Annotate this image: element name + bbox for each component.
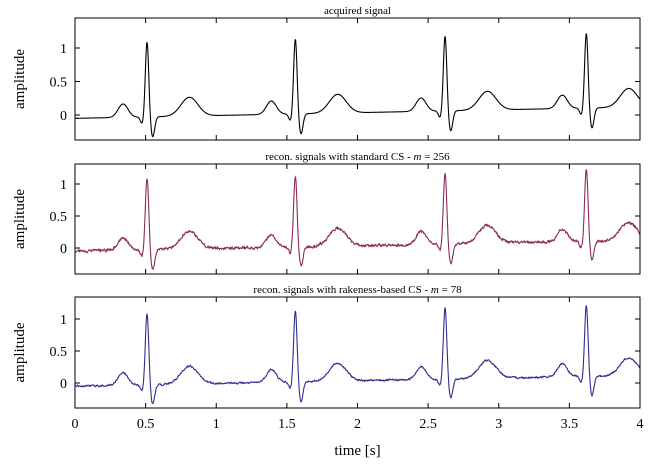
y-tick-label: 0.5 (50, 345, 68, 360)
panel-title: recon. signals with standard CS - m = 25… (265, 151, 450, 163)
x-tick-label: 0 (72, 417, 79, 432)
series-line (75, 305, 640, 405)
y-tick-label: 0 (60, 242, 67, 257)
y-tick-label: 1 (60, 178, 67, 193)
y-tick-label: 0 (60, 109, 67, 124)
series-line (75, 33, 640, 138)
x-tick-label: 3.5 (561, 417, 579, 432)
plot-frame (74, 296, 641, 409)
x-tick-label: 2 (354, 417, 361, 432)
y-tick-label: 1 (60, 42, 67, 57)
y-axis-label: amplitude (12, 322, 28, 382)
x-tick-label: 0.5 (137, 417, 155, 432)
y-tick-label: 0.5 (50, 76, 68, 91)
panel-3: recon. signals with rakeness-based CS - … (12, 284, 644, 459)
x-tick-label: 4 (637, 417, 644, 432)
x-tick-label: 3 (495, 417, 502, 432)
y-axis-label: amplitude (12, 189, 28, 249)
x-axis-label: time [s] (334, 443, 380, 459)
series-line (75, 168, 640, 270)
y-axis-label: amplitude (12, 49, 28, 109)
x-tick-label: 2.5 (419, 417, 437, 432)
x-tick-label: 1.5 (278, 417, 296, 432)
panel-2: recon. signals with standard CS - m = 25… (12, 151, 641, 275)
plot-frame (74, 17, 641, 141)
y-tick-label: 0 (60, 377, 67, 392)
panel-title: recon. signals with rakeness-based CS - … (253, 284, 462, 296)
plot-frame (74, 163, 641, 275)
y-tick-label: 1 (60, 313, 67, 328)
panel-title: acquired signal (324, 5, 391, 17)
panel-1: acquired signal 0 0.5 1 amplitude (12, 5, 641, 141)
y-tick-label: 0.5 (50, 210, 68, 225)
x-tick-label: 1 (213, 417, 220, 432)
